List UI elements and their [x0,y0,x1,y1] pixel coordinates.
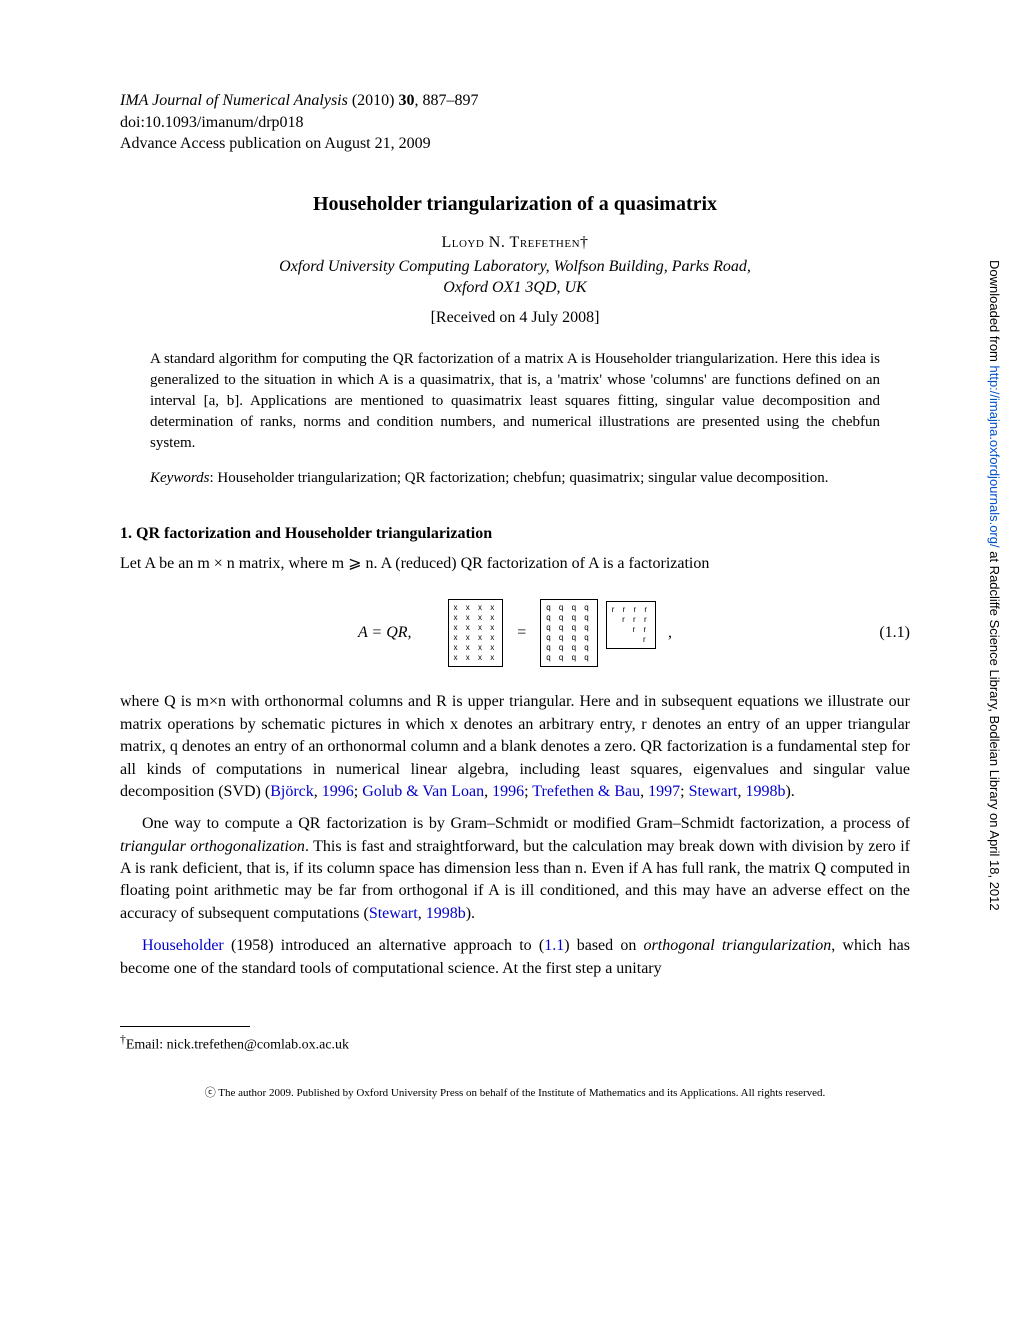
matrix-Q: q q q qq q q qq q q qq q q qq q q qq q q… [540,599,597,667]
matrix-A: x x x xx x x xx x x xx x x xx x x xx x x… [448,599,504,667]
download-sidebar: Downloaded from http://imajna.oxfordjour… [982,260,1002,1160]
ref-stewart-2[interactable]: Stewart [369,905,418,922]
footnote-text: Email: nick.trefethen@comlab.ox.ac.uk [126,1038,349,1053]
author-line: Lloyd N. Trefethen† [120,234,910,252]
ref-trefethen[interactable]: Trefethen & Bau [532,783,640,800]
author-name: Lloyd N. Trefethen [441,234,580,251]
affiliation-line2: Oxford OX1 3QD, UK [443,279,586,296]
ref-trefethen-year[interactable]: 1997 [648,783,680,800]
author-dagger: † [580,234,589,251]
equation-1-1: A = QR, x x x xx x x xx x x xx x x xx x … [120,599,910,667]
para3-text2: ) based on [564,937,643,954]
keywords: Keywords: Householder triangularization;… [150,468,880,489]
affiliation-line1: Oxford University Computing Laboratory, … [279,258,751,275]
section-1-heading: 1. QR factorization and Householder tria… [120,525,910,543]
journal-volume: 30 [399,92,415,109]
journal-header: IMA Journal of Numerical Analysis (2010)… [120,90,910,155]
ref-stewart[interactable]: Stewart [689,783,738,800]
para1-end: ). [785,783,794,800]
journal-doi: doi:10.1093/imanum/drp018 [120,114,304,131]
eqref-1-1[interactable]: 1.1 [544,937,564,954]
journal-pages: , 887–897 [415,92,479,109]
equation-label: A = QR, [358,624,412,642]
ref-householder[interactable]: Householder [142,937,224,954]
para3-text1: (1958) introduced an alternative approac… [224,937,544,954]
footnote: †Email: nick.trefethen@comlab.ox.ac.uk [120,1033,910,1054]
ref-golub[interactable]: Golub & Van Loan [362,783,484,800]
matrix-R: r r r r r r r r r r [606,601,656,649]
footnote-separator [120,1026,250,1027]
sidebar-post: at Radcliffe Science Library, Bodleian L… [987,548,1002,911]
abstract: A standard algorithm for computing the Q… [150,349,880,454]
ref-bjork-year[interactable]: 1996 [322,783,354,800]
journal-year: (2010) [348,92,399,109]
keywords-text: : Householder triangularization; QR fact… [209,470,828,486]
para3-emph: orthogonal triangularization [644,937,832,954]
section-1-intro: Let A be an m × n matrix, where m ⩾ n. A… [120,553,910,575]
equation-comma: , [668,624,672,642]
para2-emph: triangular orthogonalization [120,838,305,855]
paragraph-1: where Q is m×n with orthonormal columns … [120,691,910,803]
paragraph-3: Householder (1958) introduced an alterna… [120,935,910,980]
ref-golub-year[interactable]: 1996 [492,783,524,800]
journal-name: IMA Journal of Numerical Analysis [120,92,348,109]
ref-stewart-year[interactable]: 1998b [745,783,785,800]
journal-advance: Advance Access publication on August 21,… [120,135,431,152]
paragraph-2: One way to compute a QR factorization is… [120,813,910,925]
para2-text3: ). [466,905,475,922]
equals-sign: = [517,624,526,642]
affiliation: Oxford University Computing Laboratory, … [120,256,910,299]
sidebar-pre: Downloaded from [987,260,1002,366]
ref-bjork[interactable]: Björck [270,783,314,800]
received-date: [Received on 4 July 2008] [120,309,910,327]
ref-stewart-2-year[interactable]: 1998b [426,905,466,922]
sidebar-link[interactable]: http://imajna.oxfordjournals.org/ [987,366,1002,548]
equation-number: (1.1) [879,624,910,642]
keywords-label: Keywords [150,470,209,486]
copyright: ⓒ The author 2009. Published by Oxford U… [120,1084,910,1100]
para2-text1: One way to compute a QR factorization is… [142,815,910,832]
paper-title: Householder triangularization of a quasi… [120,193,910,216]
